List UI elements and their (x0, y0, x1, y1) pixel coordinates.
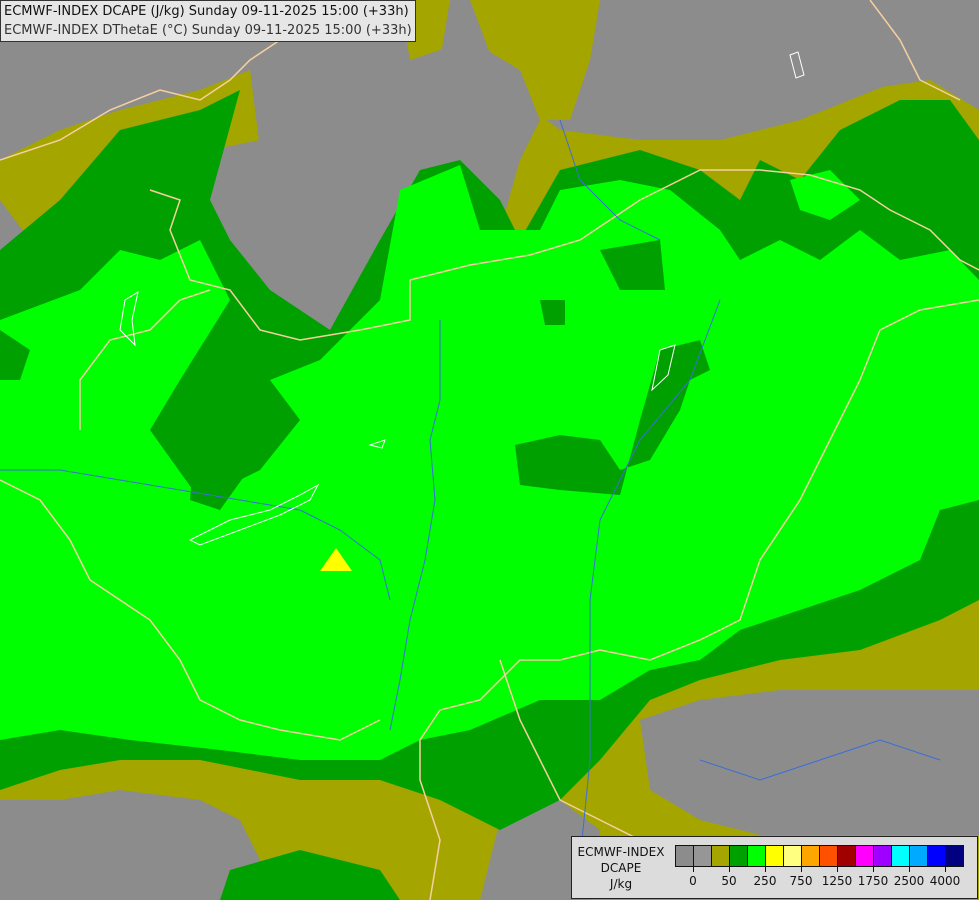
legend-swatch (676, 846, 694, 866)
legend-tick (729, 866, 730, 872)
legend-swatch (892, 846, 910, 866)
lakes (119, 51, 805, 546)
legend-tick-label: 750 (789, 874, 813, 888)
legend-tick-label: 1750 (857, 874, 889, 888)
legend-swatch (874, 846, 892, 866)
legend-tick-label: 0 (689, 874, 697, 888)
legend-tick (765, 866, 766, 872)
legend-tick (693, 866, 694, 872)
legend-swatch (820, 846, 838, 866)
title-dcape: ECMWF-INDEX DCAPE (J/kg) Sunday 09-11-20… (4, 4, 409, 19)
legend-label-line: DCAPE (600, 861, 642, 875)
legend-tick (945, 866, 946, 872)
legend-swatch (712, 846, 730, 866)
legend-label-line: ECMWF-INDEX (577, 845, 665, 859)
legend-swatch (802, 846, 820, 866)
legend-tick-label: 4000 (929, 874, 961, 888)
legend-color-bar (675, 845, 964, 867)
legend-tick-label: 1250 (821, 874, 853, 888)
legend-tick (801, 866, 802, 872)
legend-tick-label: 250 (753, 874, 777, 888)
legend-swatch (910, 846, 928, 866)
legend-tick-label: 50 (721, 874, 737, 888)
rivers (0, 119, 941, 861)
legend-tick (909, 866, 910, 872)
legend-swatch (838, 846, 856, 866)
legend-swatch (946, 846, 963, 866)
legend-label-line: J/kg (609, 877, 633, 891)
legend-swatch (730, 846, 748, 866)
green-area (0, 165, 979, 760)
legend-tick-label: 2500 (893, 874, 925, 888)
dark-green-patches (0, 240, 710, 510)
yellow-triangle (320, 548, 352, 571)
legend-tick (837, 866, 838, 872)
legend-tick (873, 866, 874, 872)
legend-swatch (766, 846, 784, 866)
map-title-box: ECMWF-INDEX DCAPE (J/kg) Sunday 09-11-20… (0, 0, 416, 42)
legend-swatch (928, 846, 946, 866)
color-legend: ECMWF-INDEX DCAPE J/kg 0 50 250 750 1250 1750… (571, 836, 978, 899)
legend-swatch (856, 846, 874, 866)
legend-swatch (784, 846, 802, 866)
legend-label: ECMWF-INDEX DCAPE J/kg (576, 844, 666, 892)
title-dthetae: ECMWF-INDEX DThetaE (°C) Sunday 09-11-20… (4, 23, 412, 38)
legend-swatch (748, 846, 766, 866)
legend-swatch (694, 846, 712, 866)
